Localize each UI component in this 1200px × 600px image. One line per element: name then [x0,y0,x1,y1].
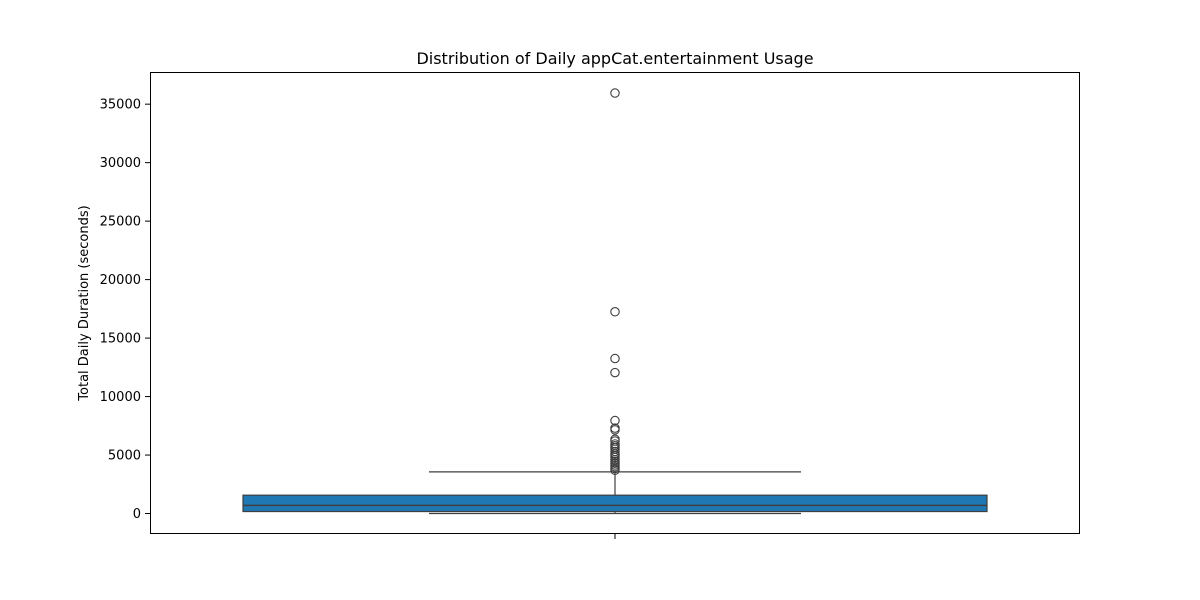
y-axis: 0 5000 10000 15000 20000 25000 30000 35000 [100,98,150,522]
y-tick-label: 35000 [100,98,141,113]
outlier-point [610,425,620,435]
y-tick-label: 15000 [100,332,141,347]
outlier-point [610,367,620,378]
outlier-point [610,452,620,463]
y-tick-label: 0 [133,507,141,522]
plot-area [242,88,988,515]
y-tick-label: 30000 [100,156,141,171]
iqr-box [242,494,988,513]
outlier-point [610,465,620,476]
plot-frame [150,72,1080,534]
outlier-point [610,353,620,364]
outlier-point [610,88,620,98]
outlier-point [610,307,620,317]
y-tick-label: 20000 [100,273,141,288]
chart-title: Distribution of Daily appCat.entertainme… [416,49,813,68]
y-tick-label: 5000 [108,449,141,464]
y-axis-label: Total Daily Duration (seconds) [77,205,92,401]
y-tick-label: 10000 [100,390,141,405]
outlier-point [610,415,620,426]
y-tick-label: 25000 [100,215,141,230]
